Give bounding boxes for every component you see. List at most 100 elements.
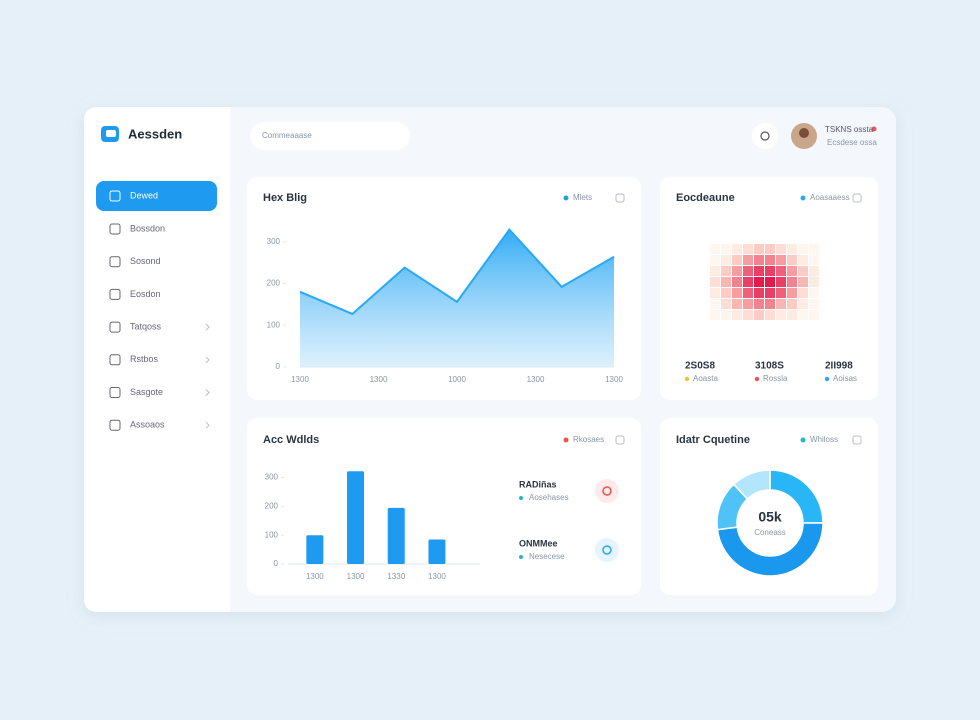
donut-center-value: 05k bbox=[758, 509, 782, 525]
heat-cell bbox=[721, 255, 731, 265]
heat-cell bbox=[721, 244, 731, 254]
nav-item[interactable]: Sasgote bbox=[109, 387, 210, 398]
heat-cell bbox=[732, 277, 742, 287]
heat-cell bbox=[732, 288, 742, 298]
stat-value: RADiñas bbox=[519, 479, 557, 489]
bar bbox=[306, 535, 324, 564]
legend-label: Mlets bbox=[573, 193, 592, 202]
heat-cell bbox=[710, 277, 720, 287]
card-title: Acc Wdlds bbox=[263, 434, 319, 446]
heat-cell bbox=[765, 255, 775, 265]
heat-cell bbox=[732, 266, 742, 276]
nav-item[interactable]: Tatqoss bbox=[109, 321, 210, 333]
heat-cell bbox=[787, 299, 797, 309]
legend-swatch bbox=[800, 195, 806, 201]
nav: Dewed Bossdon Sosond Eosdon Tatqoss Rstbos Sas… bbox=[96, 181, 217, 431]
x-tick-label: 1300 bbox=[347, 572, 365, 581]
heat-cell bbox=[765, 266, 775, 276]
donut-segment bbox=[716, 522, 824, 577]
legend-swatch bbox=[563, 195, 569, 201]
nav-label: Sasgote bbox=[130, 387, 163, 397]
heat-cell bbox=[787, 310, 797, 320]
heat-cell bbox=[710, 266, 720, 276]
stat-icon[interactable] bbox=[595, 479, 619, 503]
heat-cell bbox=[787, 255, 797, 265]
nav-item[interactable]: Dewed bbox=[96, 181, 217, 211]
heat-cell bbox=[776, 266, 786, 276]
card-menu[interactable] bbox=[852, 435, 862, 445]
notification-button[interactable] bbox=[752, 123, 778, 149]
heat-cell bbox=[765, 244, 775, 254]
bar bbox=[347, 471, 365, 564]
bar bbox=[387, 507, 405, 564]
heat-cell bbox=[798, 266, 808, 276]
heat-cell bbox=[776, 277, 786, 287]
nav-item[interactable]: Rstbos bbox=[109, 354, 210, 366]
nav-item[interactable]: Sosond bbox=[109, 256, 161, 268]
nav-icon bbox=[109, 387, 121, 398]
x-tick-label: 1300 bbox=[306, 572, 324, 581]
heat-cell bbox=[798, 299, 808, 309]
heat-cell bbox=[754, 288, 764, 298]
heat-cell bbox=[809, 277, 819, 287]
stat-label: Aoasta bbox=[693, 374, 718, 383]
nav-item[interactable]: Assoaos bbox=[109, 420, 210, 431]
heat-cell bbox=[732, 244, 742, 254]
stat-label: Aosehases bbox=[529, 493, 569, 502]
heat-cell bbox=[743, 277, 753, 287]
stat-icon[interactable] bbox=[595, 538, 619, 562]
donut-center-label: Coneass bbox=[754, 528, 786, 537]
heat-cell bbox=[710, 299, 720, 309]
card-menu[interactable] bbox=[615, 435, 625, 445]
heat-cell bbox=[787, 266, 797, 276]
stat-label: Nesecese bbox=[529, 552, 565, 561]
stat-label: Aoisas bbox=[833, 374, 857, 383]
heat-cell bbox=[798, 255, 808, 265]
heat-cell bbox=[776, 288, 786, 298]
y-tick-label: 300 bbox=[265, 473, 279, 482]
brand-name: Aessden bbox=[128, 126, 182, 141]
heat-cell bbox=[721, 288, 731, 298]
heat-cell bbox=[710, 244, 720, 254]
legend-swatch bbox=[800, 437, 806, 443]
area-fill bbox=[300, 229, 614, 367]
search-box[interactable] bbox=[250, 122, 410, 150]
heat-cell bbox=[710, 255, 720, 265]
heat-cell bbox=[809, 310, 819, 320]
legend-swatch bbox=[563, 437, 569, 443]
stat-value: 2S0S8 bbox=[685, 361, 715, 372]
heat-cell bbox=[743, 310, 753, 320]
card bbox=[660, 418, 878, 595]
nav-item[interactable]: Eosdon bbox=[109, 289, 161, 300]
nav-icon bbox=[109, 256, 121, 268]
heat-cell bbox=[765, 310, 775, 320]
y-tick-label: 100 bbox=[265, 530, 279, 539]
user-name: TSKNS ossta bbox=[825, 125, 874, 134]
stat-dot bbox=[519, 496, 523, 500]
nav-icon bbox=[109, 354, 121, 366]
card-menu[interactable] bbox=[615, 193, 625, 203]
legend-label: Aoasaaess bbox=[810, 193, 850, 202]
heat-cell bbox=[710, 310, 720, 320]
heat-cell bbox=[754, 310, 764, 320]
nav-chevron bbox=[205, 356, 210, 364]
heat-cell bbox=[721, 299, 731, 309]
heat-cell bbox=[743, 266, 753, 276]
heat-cell bbox=[809, 266, 819, 276]
heat-cell bbox=[721, 266, 731, 276]
y-tick-label: 200 bbox=[267, 279, 281, 288]
heat-cell bbox=[809, 244, 819, 254]
heat-cell bbox=[754, 299, 764, 309]
nav-label: Bossdon bbox=[130, 223, 165, 233]
card-menu[interactable] bbox=[852, 193, 862, 203]
nav-item[interactable]: Bossdon bbox=[109, 223, 165, 235]
status-dot bbox=[871, 126, 877, 132]
user-role: Ecsdese ossa bbox=[827, 138, 877, 147]
heat-cell bbox=[754, 255, 764, 265]
card-title: Idatr Cquetine bbox=[676, 434, 750, 446]
area-line bbox=[299, 228, 615, 316]
legend-label: Rkosaes bbox=[573, 435, 604, 444]
heat-cell bbox=[765, 299, 775, 309]
